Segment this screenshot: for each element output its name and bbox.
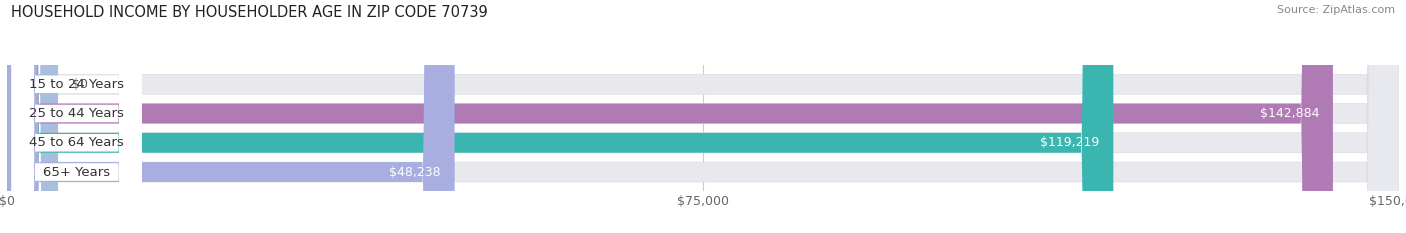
- FancyBboxPatch shape: [7, 0, 58, 233]
- Text: $119,219: $119,219: [1040, 136, 1099, 149]
- Text: 45 to 64 Years: 45 to 64 Years: [30, 136, 124, 149]
- Text: $48,238: $48,238: [389, 165, 440, 178]
- Text: 65+ Years: 65+ Years: [44, 165, 110, 178]
- FancyBboxPatch shape: [11, 0, 142, 233]
- FancyBboxPatch shape: [7, 0, 1399, 233]
- Text: $0: $0: [72, 78, 89, 91]
- FancyBboxPatch shape: [7, 0, 1399, 233]
- FancyBboxPatch shape: [7, 0, 454, 233]
- Text: 25 to 44 Years: 25 to 44 Years: [30, 107, 124, 120]
- Text: Source: ZipAtlas.com: Source: ZipAtlas.com: [1277, 5, 1395, 15]
- Text: $142,884: $142,884: [1260, 107, 1319, 120]
- FancyBboxPatch shape: [7, 0, 1114, 233]
- FancyBboxPatch shape: [11, 0, 142, 233]
- Text: 15 to 24 Years: 15 to 24 Years: [30, 78, 124, 91]
- FancyBboxPatch shape: [7, 0, 1399, 233]
- FancyBboxPatch shape: [11, 0, 142, 233]
- FancyBboxPatch shape: [7, 0, 1399, 233]
- Text: HOUSEHOLD INCOME BY HOUSEHOLDER AGE IN ZIP CODE 70739: HOUSEHOLD INCOME BY HOUSEHOLDER AGE IN Z…: [11, 5, 488, 20]
- FancyBboxPatch shape: [7, 0, 1333, 233]
- FancyBboxPatch shape: [11, 0, 142, 233]
